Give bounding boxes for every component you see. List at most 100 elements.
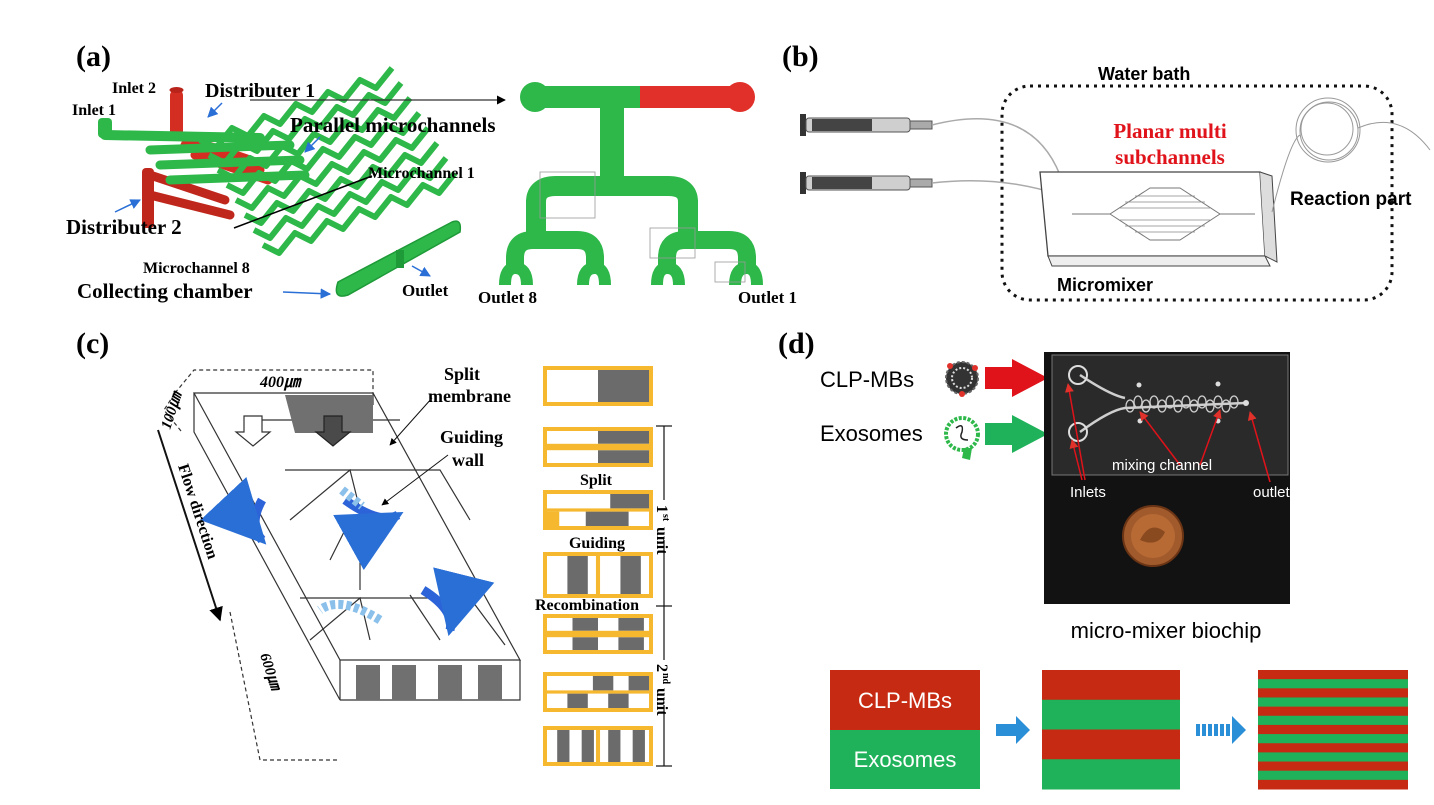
c-inlet-white-arrow (234, 415, 272, 447)
c-cross-section-sequence (543, 366, 653, 766)
clp-mb-icon (945, 361, 979, 397)
distributer2-block (142, 168, 154, 228)
a-outlet-label: Outlet (402, 281, 449, 300)
mix-stripe (1258, 770, 1408, 781)
c-split-line1: Split (444, 364, 480, 384)
mix-stripe (1042, 759, 1180, 790)
c-depth-label: 100㎛ (159, 389, 186, 432)
d-exo-label: Exosomes (820, 421, 923, 446)
panel-c: (c) (76, 327, 672, 767)
zigzag-channel (216, 96, 413, 181)
mix-stripe (1042, 670, 1180, 701)
d-clp-label: CLP-MBs (820, 367, 914, 392)
mix-stripe (1258, 724, 1408, 735)
panel-b: (b) Water bath Planar multi subch (782, 40, 1431, 302)
c-blue-arrow-1 (200, 477, 267, 545)
c-step-recombination: Recombination (535, 597, 639, 614)
mix-stripe (1258, 734, 1408, 744)
mix-stripe (1258, 715, 1408, 726)
mix-stripe (1042, 729, 1180, 760)
d-box-exo-label: Exosomes (854, 747, 957, 772)
mix-stripe (1258, 761, 1408, 772)
c-unit2-label: 2 nd unit (653, 664, 671, 716)
d-mix-arrow-2 (1196, 716, 1246, 744)
d-box-clp (830, 670, 980, 730)
c-lightblue-arrow-1 (339, 486, 365, 510)
mix-stripe (1042, 699, 1180, 730)
d-mixing-label: mixing channel (1112, 457, 1212, 474)
mix-stripe (1258, 688, 1408, 698)
svg-text:st: st (660, 514, 671, 522)
b-planar-line1: Planar multi (1113, 119, 1227, 143)
svg-text:unit: unit (653, 688, 670, 716)
a-distributer2-label: Distributer 2 (66, 215, 182, 239)
a-outlet1-label: Outlet 1 (738, 288, 797, 307)
c-unit1-label: 1 st unit (653, 505, 671, 555)
panel-d: (d) CLP-MBs Exosomes (778, 327, 1408, 790)
c-outlet-stripes (356, 665, 502, 700)
b-micromixer-label: Micromixer (1057, 275, 1153, 295)
c-width-label: 400㎛ (259, 374, 302, 391)
parallel-zigzag-channels (198, 66, 458, 256)
c-guiding-line1: Guiding (440, 427, 503, 447)
c-flow-label: Flow direction (174, 462, 221, 561)
a-inlet1-label: Inlet 1 (72, 102, 116, 119)
zigzag-channel (234, 126, 431, 211)
panel-a: (a) Inlet 2 Inlet 1 Distributer 1 (66, 40, 797, 307)
outlet-stub (396, 250, 404, 268)
d-green-arrow (985, 415, 1048, 453)
svg-text:2: 2 (653, 664, 670, 672)
d-box-clp-label: CLP-MBs (858, 688, 952, 713)
b-reaction-label: Reaction part (1290, 189, 1412, 210)
a-microchannel8-label: Microchannel 8 (143, 260, 250, 277)
d-mixed-4-stripes (1042, 670, 1180, 790)
zigzag-channel (207, 81, 404, 166)
a-device-3d (98, 66, 462, 297)
zigzag-channel (198, 66, 395, 151)
svg-text:1: 1 (653, 505, 670, 513)
mix-stripe (1258, 752, 1408, 763)
mix-stripe (1258, 670, 1408, 680)
c-step-guiding: Guiding (569, 535, 625, 552)
syringe-bottom (800, 172, 933, 194)
svg-text:nd: nd (660, 673, 671, 685)
svg-text:unit: unit (653, 527, 670, 555)
reaction-coil (1271, 97, 1431, 213)
panel-b-label: (b) (782, 40, 819, 73)
exosome-icon (944, 416, 980, 460)
c-blue-arrow-2 (333, 496, 404, 571)
zigzag-channel (243, 141, 440, 226)
zigzag-channel (252, 156, 449, 241)
d-chip-photo (1044, 352, 1290, 604)
c-flow-arrow (157, 429, 223, 622)
mix-stripe (1258, 679, 1408, 689)
panel-a-label: (a) (76, 40, 111, 73)
d-outlet-label: outlet (1253, 484, 1291, 501)
c-blue-arrow-3 (420, 567, 495, 637)
c-guiding-line2: wall (452, 450, 484, 470)
mix-stripe (1258, 706, 1408, 717)
c-step-split: Split (580, 472, 613, 489)
micromixer-chip (1039, 171, 1278, 267)
c-split-line2: membrane (428, 386, 511, 406)
mix-stripe (1258, 779, 1408, 790)
c-inlet-dark-arrow (314, 415, 352, 447)
c-inlet-grey (285, 395, 373, 433)
panel-d-label: (d) (778, 327, 815, 360)
syringe-top (800, 114, 933, 136)
d-red-arrow (985, 359, 1048, 397)
c-length-label: 600㎛ (256, 651, 283, 694)
a-collecting-label: Collecting chamber (77, 279, 253, 303)
d-mixed-12-stripes (1258, 670, 1408, 790)
zigzag-channel (225, 111, 422, 196)
c-lightblue-arrow-2 (317, 599, 383, 624)
d-mix-arrow-1 (996, 716, 1030, 744)
a-outlet8-label: Outlet 8 (478, 288, 537, 307)
c-unit-brackets (656, 425, 672, 767)
inlet2-tube (170, 90, 183, 138)
a-inlet2-label: Inlet 2 (112, 80, 156, 97)
a-microchannel1-label: Microchannel 1 (368, 165, 475, 182)
mix-stripe (1258, 697, 1408, 708)
a-parallel-label: Parallel microchannels (290, 113, 496, 137)
